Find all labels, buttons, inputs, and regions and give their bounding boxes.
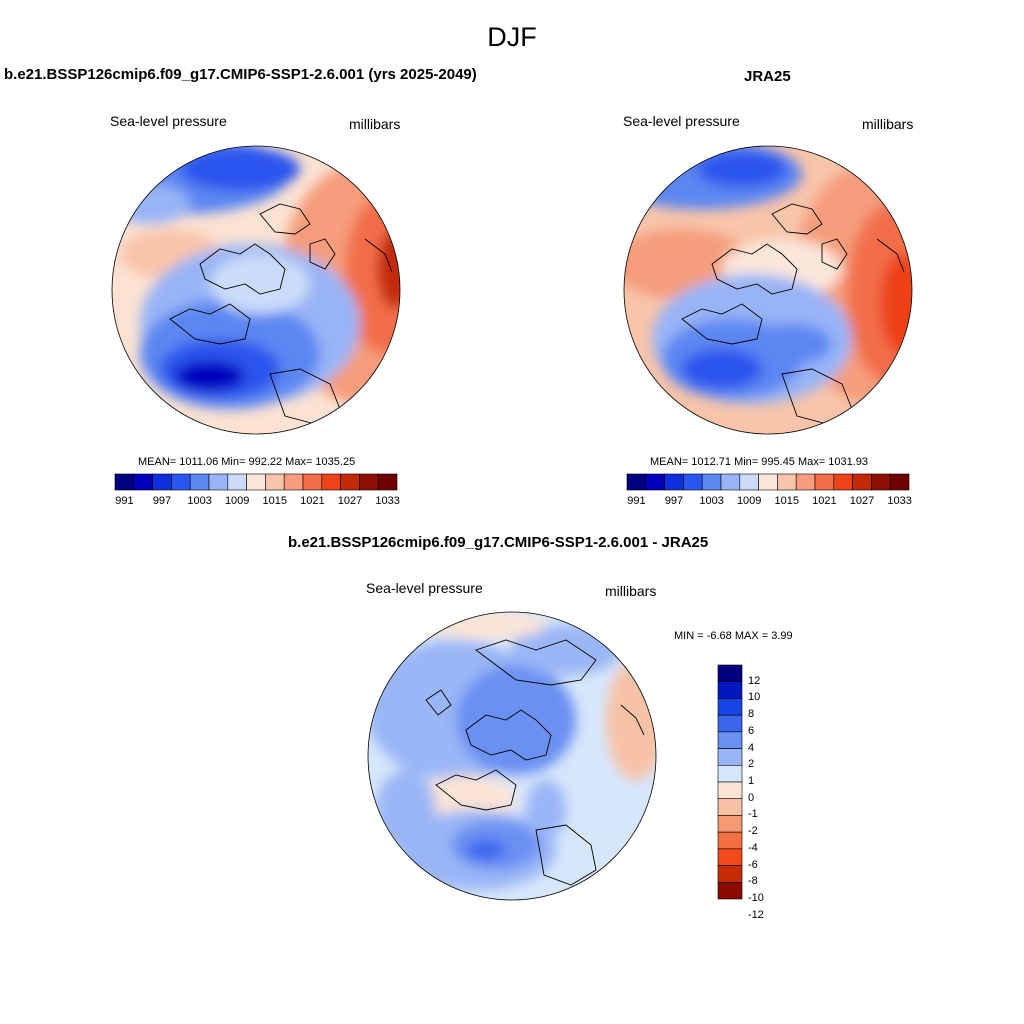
panel-1-colorbar-box: [114, 473, 135, 491]
panel-1-map: [111, 145, 401, 435]
panel-2-colorbar-box: [626, 473, 647, 491]
panel-1-colorbar-tick-label: 997: [152, 495, 172, 507]
panel-1-colorbar-box: [283, 473, 304, 491]
panel-3-colorbar-tick-label: -12: [748, 908, 764, 921]
panel-3-colorbar-tick-label: 4: [748, 741, 755, 754]
panel-1-colorbar-box: [246, 473, 266, 491]
panel-1-colorbar: [114, 473, 398, 491]
panel-1-colorbar-box: [265, 473, 285, 491]
panel-2-colorbar-box: [833, 473, 853, 491]
panel-3-colorbar-box: [717, 798, 743, 816]
panel-2-colorbar-tick-label: 1015: [774, 495, 800, 507]
panel-2-colorbar-tick-label: 991: [627, 495, 646, 507]
panel-3-colorbar-box: [717, 815, 743, 833]
panel-2-variable-label: Sea-level pressure: [623, 113, 740, 129]
panel-3-colorbar-box: [717, 698, 743, 716]
panel-2-colorbar-box: [645, 473, 665, 491]
panel-3-colorbar-tick-label: -10: [748, 892, 764, 904]
panel-3-colorbar-tick-label: -2: [748, 825, 758, 838]
panel-3-variable-label: Sea-level pressure: [366, 580, 483, 596]
panel-2-map: [623, 145, 913, 435]
panel-1-colorbar-tick-label: 1015: [262, 495, 288, 507]
panel-1-colorbar-tick-label: 991: [115, 495, 134, 507]
panel-1-title: b.e21.BSSP126cmip6.f09_g17.CMIP6-SSP1-2.…: [4, 66, 477, 83]
panel-3-colorbar-tick-label: 1: [748, 775, 755, 787]
panel-3-colorbar-tick-label: 6: [748, 724, 755, 737]
panel-1-units-label: millibars: [349, 116, 401, 132]
panel-2-colorbar-box: [701, 473, 722, 491]
panel-2-colorbar-tick-label: 997: [664, 495, 684, 507]
panel-2-colorbar-box: [758, 473, 778, 491]
panel-2-colorbar-box: [664, 473, 684, 491]
panel-3-colorbar: [717, 664, 743, 900]
panel-2-colorbar-box: [683, 473, 703, 491]
panel-2-stats: MEAN= 1012.71 Min= 995.45 Max= 1031.93: [650, 456, 869, 468]
panel-2-colorbar-tick-label: 1033: [887, 495, 912, 507]
panel-2-colorbar-box: [795, 473, 816, 491]
panel-3-colorbar-box: [717, 831, 743, 850]
panel-1-colorbar-box: [340, 473, 360, 491]
panel-2-colorbar-box: [852, 473, 872, 491]
panel-3-colorbar-tick-label: 2: [748, 758, 755, 771]
panel-3-colorbar-tick-label: 12: [748, 674, 761, 687]
panel-1-colorbar-tick-label: 1003: [187, 495, 212, 507]
panel-1-colorbar-box: [208, 473, 229, 491]
panel-3-colorbar-box: [717, 865, 743, 883]
panel-3-colorbar-tick-label: 8: [748, 708, 755, 721]
panel-1-colorbar-tick-label: 1009: [224, 495, 250, 507]
panel-2-colorbar-box: [777, 473, 797, 491]
panel-3-colorbar-tick-label: -8: [748, 875, 758, 888]
panel-3-colorbar-box: [717, 681, 743, 699]
panel-1-stats: MEAN= 1011.06 Min= 992.22 Max= 1035.25: [138, 456, 356, 468]
panel-2-title: JRA25: [744, 68, 791, 85]
panel-2-colorbar-tick-label: 1009: [736, 495, 762, 507]
panel-3-colorbar-tick-label: 10: [748, 691, 761, 704]
panel-1-colorbar-tick-label: 1021: [300, 495, 325, 507]
panel-2-colorbar-box: [871, 473, 891, 491]
panel-1-colorbar-box: [227, 473, 247, 491]
panel-1-colorbar-box: [321, 473, 341, 491]
panel-1-colorbar-box: [377, 473, 398, 491]
panel-2-colorbar-tick-label: 1027: [849, 495, 875, 507]
panel-1-colorbar-box: [133, 473, 153, 491]
panel-2-colorbar-tick-label: 1003: [699, 495, 724, 507]
panel-3-title: b.e21.BSSP126cmip6.f09_g17.CMIP6-SSP1-2.…: [288, 534, 709, 551]
panel-3-colorbar-box: [717, 748, 743, 766]
panel-3-colorbar-tick-label: -4: [748, 841, 758, 854]
panel-3-map: [367, 611, 657, 901]
panel-1-colorbar-box: [302, 473, 323, 491]
panel-1-colorbar-tick-label: 1033: [375, 495, 400, 507]
panel-3-units-label: millibars: [605, 583, 657, 599]
panel-1-variable-label: Sea-level pressure: [110, 113, 227, 129]
panel-2-colorbar-box: [720, 473, 741, 491]
panel-2-colorbar-box: [889, 473, 910, 491]
panel-3-colorbar-tick-label: -6: [748, 858, 758, 871]
panel-3-colorbar-box: [717, 714, 743, 733]
panel-1-colorbar-tick-label: 1027: [337, 495, 363, 507]
panel-1-colorbar-box: [189, 473, 210, 491]
panel-3-colorbar-box: [717, 781, 743, 800]
panel-3-colorbar-tick-label: 0: [748, 791, 755, 804]
panel-2-colorbar: [626, 473, 910, 491]
figure-title: DJF: [487, 22, 537, 52]
panel-3-colorbar-box: [717, 848, 743, 866]
panel-2-units-label: millibars: [862, 116, 914, 132]
panel-3-colorbar-tick-label: -1: [748, 808, 758, 821]
panel-2-colorbar-box: [739, 473, 759, 491]
panel-3-stats: MIN = -6.68 MAX = 3.99: [674, 630, 793, 642]
panel-3-colorbar-box: [717, 764, 743, 783]
panel-1-colorbar-box: [359, 473, 379, 491]
panel-1-colorbar-box: [152, 473, 172, 491]
panel-1-colorbar-box: [171, 473, 191, 491]
panel-2-colorbar-tick-label: 1021: [812, 495, 837, 507]
panel-2-colorbar-box: [814, 473, 835, 491]
panel-3-colorbar-box: [717, 731, 743, 749]
panel-3-colorbar-box: [717, 881, 743, 900]
panel-3-colorbar-box: [717, 664, 743, 683]
